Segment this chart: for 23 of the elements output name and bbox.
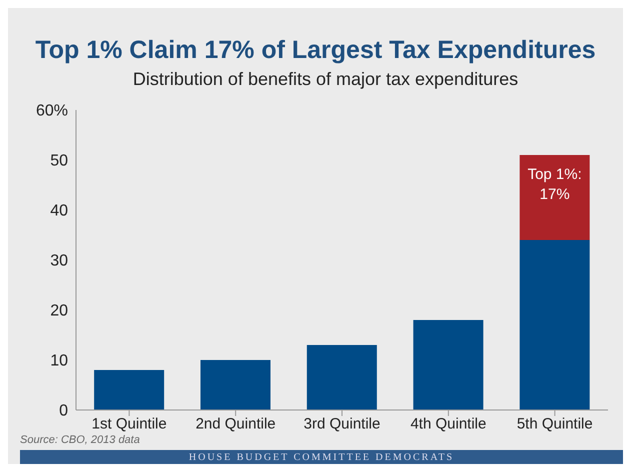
x-tick-label: 5th Quintile <box>516 416 593 433</box>
bar <box>94 370 164 410</box>
data-label: Top 1%: 17% <box>528 166 582 203</box>
source-note: Source: CBO, 2013 data <box>20 434 140 446</box>
y-tick-label: 60% <box>36 102 68 120</box>
y-tick-label: 50 <box>50 152 68 170</box>
y-tick-label: 0 <box>59 402 68 420</box>
chart-subtitle: Distribution of benefits of major tax expenditures <box>132 69 520 90</box>
text: HOUSE BUDGET COMMITTEE DEMOCRATS <box>20 450 623 466</box>
bar <box>520 155 590 240</box>
bar <box>200 360 270 410</box>
x-tick-label: 1st Quintile <box>92 416 167 433</box>
y-tick-label: 20 <box>50 302 68 320</box>
bar <box>413 320 484 410</box>
x-tick-label: 3rd Quintile <box>304 416 380 433</box>
y-tick-label: 40 <box>50 202 68 220</box>
x-tick-label: 4th Quintile <box>410 416 486 433</box>
y-tick-label: 30 <box>50 252 68 270</box>
x-tick-label: 2nd Quintile <box>196 416 276 433</box>
chart-title: Top 1% Claim 17% of Largest Tax Expenditures <box>34 35 597 65</box>
y-tick-label: 10 <box>50 352 68 370</box>
bar <box>306 345 377 410</box>
bar <box>520 240 590 410</box>
